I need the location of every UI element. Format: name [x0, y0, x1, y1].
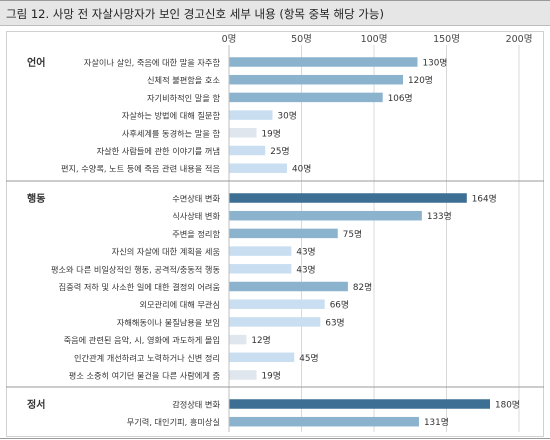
category-label: 집중력 저하 및 사소한 일에 대한 결정의 어려움 — [59, 282, 221, 292]
bar — [229, 299, 325, 309]
data-label: 25명 — [270, 146, 289, 157]
bar — [229, 334, 247, 345]
data-label: 75명 — [343, 229, 362, 240]
title-bar: 그림 12. 사망 전 자살사망자가 보인 경고신호 세부 내용 (항목 중복 … — [0, 0, 550, 26]
bar — [229, 352, 295, 363]
category-label: 자살이나 살인, 죽음에 대한 말을 자주함 — [84, 58, 221, 68]
x-tick-label: 100명 — [361, 34, 388, 45]
bar — [229, 145, 266, 156]
bar — [229, 210, 422, 221]
data-label: 43명 — [296, 247, 315, 258]
category-label: 사후세계를 동경하는 말을 함 — [122, 128, 221, 138]
group-label: 언어 — [27, 56, 45, 69]
data-label: 40명 — [292, 164, 311, 175]
bar — [229, 92, 383, 103]
bar — [229, 370, 257, 380]
data-label: 19명 — [262, 371, 281, 382]
category-label: 식사상태 변화 — [172, 211, 220, 221]
category-label: 평소 소중히 여기던 물건을 다른 사람에게 줌 — [69, 371, 221, 381]
bar — [229, 74, 403, 85]
bar — [229, 128, 257, 138]
group-label: 행동 — [27, 192, 45, 205]
data-label: 19명 — [262, 128, 281, 139]
data-label: 131명 — [424, 417, 449, 428]
data-label: 120명 — [408, 75, 433, 86]
bar — [229, 281, 348, 292]
category-label: 죽음에 관련된 음악, 시, 영화에 과도하게 몰입 — [64, 335, 220, 345]
category-label: 자해해동이나 물질남용을 보임 — [117, 317, 220, 327]
data-label: 63명 — [325, 317, 344, 328]
data-label: 45명 — [299, 353, 318, 364]
bar — [229, 57, 418, 67]
bar — [229, 228, 338, 239]
group-label: 정서 — [27, 398, 45, 411]
category-label: 자살한 사람들에 관한 이야기를 꺼냄 — [97, 146, 220, 156]
data-label: 66명 — [330, 300, 349, 311]
data-label: 30명 — [278, 111, 297, 122]
bar — [229, 317, 321, 327]
category-label: 감정상태 변화 — [172, 400, 220, 410]
x-tick-label: 150명 — [433, 34, 460, 45]
category-label: 편지, 수양록, 노트 등에 죽음 관련 내용을 적음 — [61, 164, 220, 174]
bar — [229, 399, 490, 409]
bar — [229, 264, 292, 274]
bar — [229, 110, 273, 120]
category-label: 자신의 자살에 대한 계획을 세움 — [112, 247, 221, 257]
bar — [229, 163, 287, 173]
data-label: 130명 — [423, 58, 448, 69]
x-tick-label: 0명 — [222, 34, 237, 45]
data-label: 133명 — [427, 211, 452, 222]
category-label: 자살하는 방법에 대해 질문함 — [122, 111, 221, 121]
bar — [229, 193, 467, 203]
data-label: 82명 — [353, 282, 372, 293]
data-label: 164명 — [472, 194, 497, 205]
category-label: 평소와 다른 비일상적인 행동, 공격적/충동적 행동 — [51, 264, 220, 274]
data-label: 43명 — [296, 264, 315, 275]
bottom-border — [0, 438, 550, 439]
data-label: 12명 — [251, 335, 270, 346]
category-label: 자기비하적인 말을 함 — [147, 93, 220, 103]
data-label: 106명 — [388, 93, 413, 104]
x-tick-label: 50명 — [291, 34, 312, 45]
category-label: 신체적 불편함을 호소 — [147, 75, 220, 85]
bar — [229, 416, 419, 427]
data-label: 180명 — [495, 400, 520, 411]
category-label: 주변을 정리함 — [172, 229, 220, 239]
category-label: 인간관계 개선하려고 노력하거나 신변 정리 — [74, 353, 220, 363]
x-tick-label: 200명 — [506, 34, 533, 45]
category-label: 무기력, 대인기피, 흥미상실 — [127, 417, 220, 427]
bar — [229, 246, 292, 256]
category-label: 수면상태 변화 — [172, 194, 220, 204]
category-label: 외모관리에 대해 무관심 — [139, 300, 220, 310]
chart-title: 그림 12. 사망 전 자살사망자가 보인 경고신호 세부 내용 (항목 중복 … — [6, 7, 384, 21]
chart-frame — [6, 31, 544, 437]
